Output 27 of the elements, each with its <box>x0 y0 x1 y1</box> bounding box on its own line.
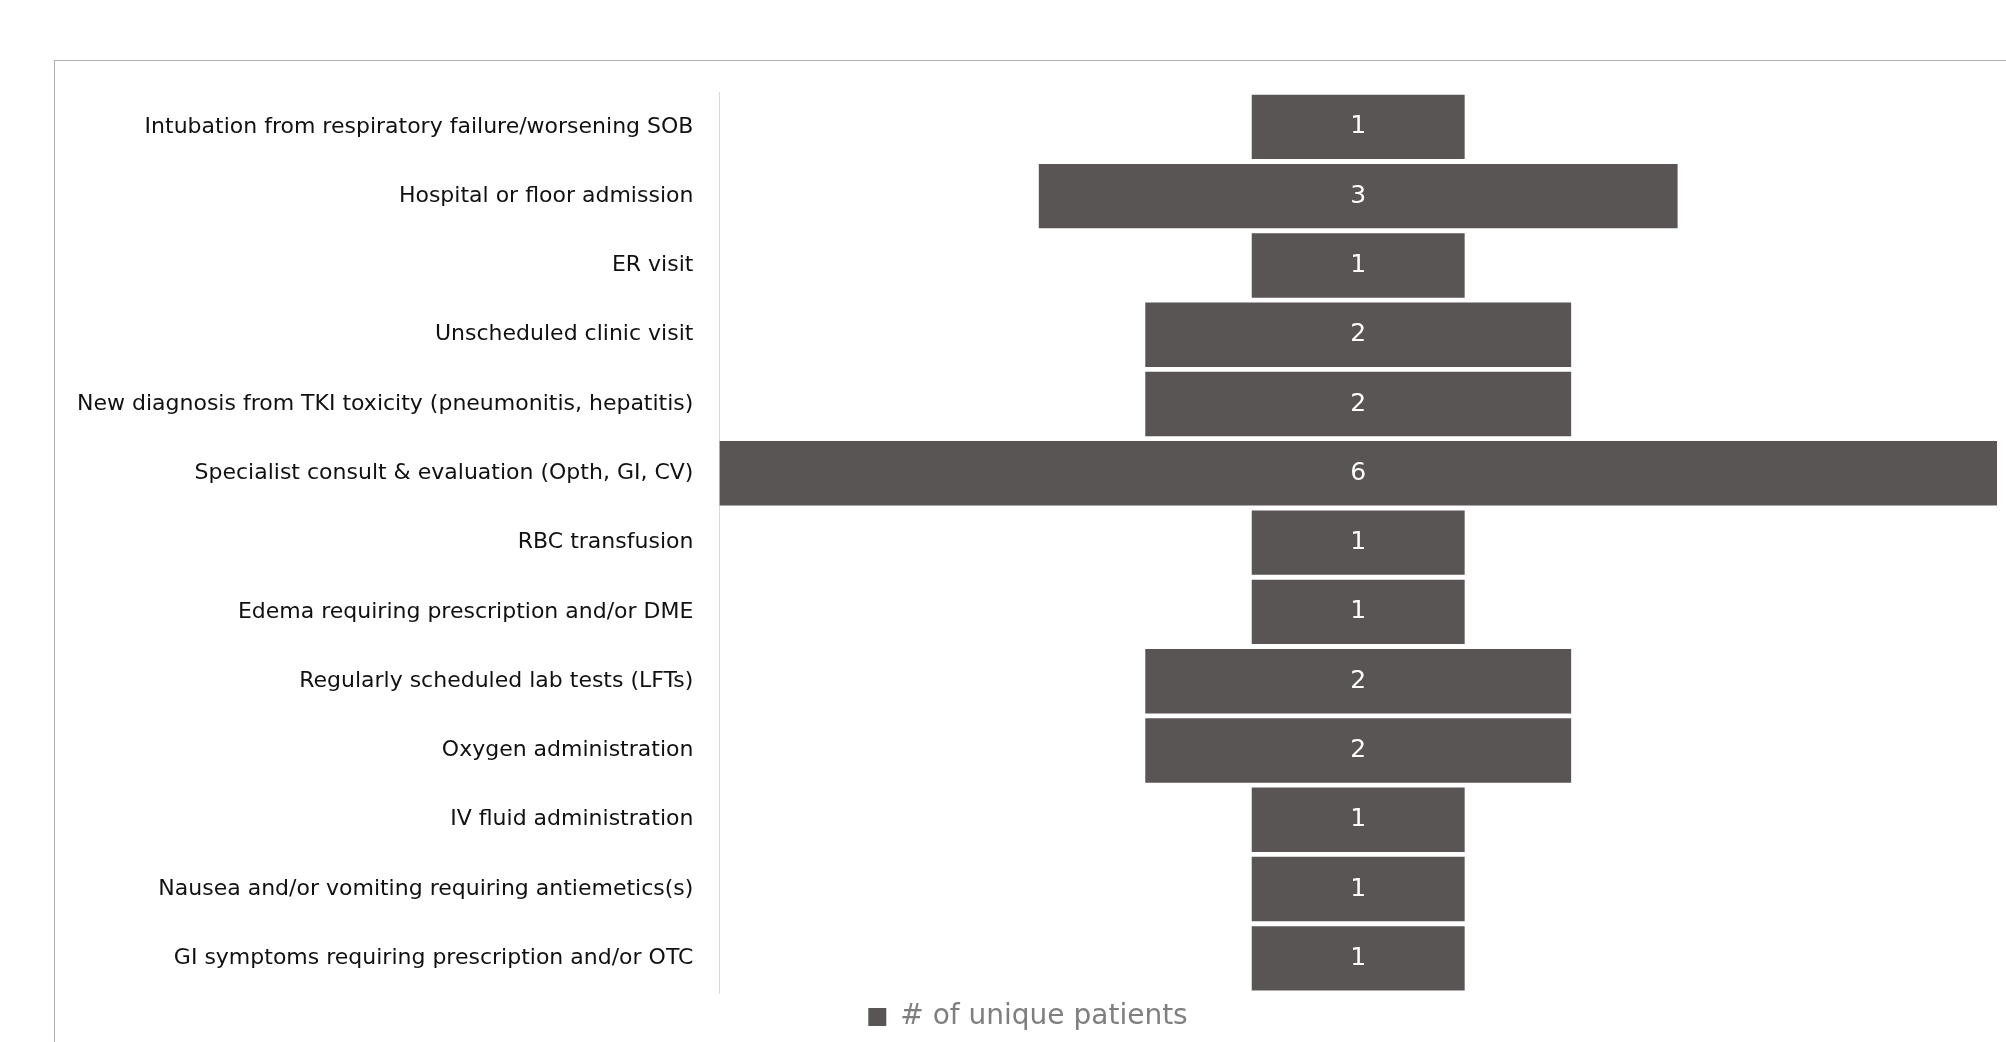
category-label: Nausea and/or vomiting requiring antiemetics(s) <box>158 874 694 900</box>
category-label: Hospital or floor admission <box>398 181 694 207</box>
category-label: ER visit <box>611 251 694 277</box>
category-label: Specialist consult & evaluation (Opth, GI, CV) <box>194 459 694 485</box>
category-label: Intubation from respiratory failure/worsening SOB <box>144 112 694 138</box>
data-label: 1 <box>1350 110 1367 140</box>
data-label: 1 <box>1350 872 1367 902</box>
category-label: Regularly scheduled lab tests (LFTs) <box>299 666 694 692</box>
data-label: 1 <box>1350 248 1367 278</box>
data-label: 2 <box>1350 733 1367 763</box>
data-label: 1 <box>1350 941 1367 971</box>
data-label: 2 <box>1350 664 1367 694</box>
data-label: 3 <box>1350 179 1367 209</box>
category-label: New diagnosis from TKI toxicity (pneumonitis, hepatitis) <box>76 389 694 415</box>
data-label: 1 <box>1350 595 1367 625</box>
data-label: 6 <box>1350 456 1367 486</box>
category-label: IV fluid administration <box>450 805 694 831</box>
data-label: 1 <box>1350 803 1367 833</box>
category-label: RBC transfusion <box>517 528 694 554</box>
category-label: Edema requiring prescription and/or DME <box>237 597 694 623</box>
category-label: Unscheduled clinic visit <box>435 320 694 346</box>
category-label: GI symptoms requiring prescription and/or OTC <box>173 944 694 970</box>
data-label: 1 <box>1350 526 1367 556</box>
legend-label: # of unique patients <box>900 998 1188 1032</box>
data-label: 2 <box>1350 318 1367 348</box>
category-label: Oxygen administration <box>441 736 694 762</box>
data-label: 2 <box>1350 387 1367 417</box>
